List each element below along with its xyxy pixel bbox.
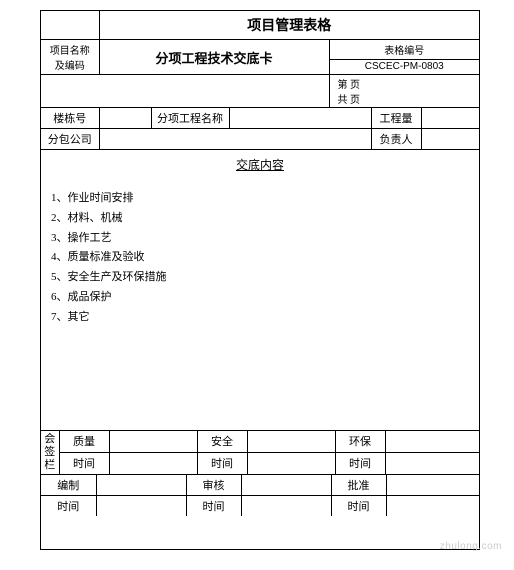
sign-env-label: 环保: [335, 431, 385, 453]
footer-time-label-3: 时间: [331, 496, 386, 517]
info-row-2: 分包公司 负责人: [41, 129, 479, 150]
header-table: 项目管理表格 项目名称及编码 分项工程技术交底卡 表格编号 CSCEC-PM-0…: [41, 11, 479, 108]
compile-value: [96, 475, 186, 496]
footer-time-value-3: [386, 496, 479, 517]
header-blank-tl: [41, 11, 99, 40]
sign-time-value-1: [109, 452, 197, 474]
sign-safety-value: [247, 431, 335, 453]
sign-time-label-2: 时间: [197, 452, 247, 474]
building-no-label: 楼栋号: [41, 108, 99, 129]
form-code: CSCEC-PM-0803: [329, 59, 479, 74]
approve-label: 批准: [331, 475, 386, 496]
sign-time-label-3: 时间: [335, 452, 385, 474]
footer-time-label-1: 时间: [41, 496, 96, 517]
quantity-value: [421, 108, 479, 129]
page-num-1: 第 页: [338, 76, 472, 91]
review-value: [241, 475, 331, 496]
page-num-2: 共 页: [338, 91, 472, 106]
subcontractor-label: 分包公司: [41, 129, 99, 150]
info-row-1: 楼栋号 分项工程名称 工程量: [41, 108, 479, 129]
sign-table: 会签栏 质量 安全 环保 时间 时间 时间: [41, 431, 479, 476]
form-code-label: 表格编号: [329, 40, 479, 60]
footer-table: 编制 审核 批准 时间 时间 时间: [41, 475, 479, 516]
main-title: 项目管理表格: [99, 11, 479, 40]
sign-quality-label: 质量: [59, 431, 109, 453]
subitem-name-label: 分项工程名称: [151, 108, 229, 129]
approve-value: [386, 475, 479, 496]
list-item: 1、作业时间安排: [51, 189, 469, 209]
sign-side-label: 会签栏: [41, 431, 59, 475]
review-label: 审核: [186, 475, 241, 496]
footer-time-label-2: 时间: [186, 496, 241, 517]
list-item: 6、成品保护: [51, 288, 469, 308]
sign-time-value-2: [247, 452, 335, 474]
sign-quality-value: [109, 431, 197, 453]
building-no-value: [99, 108, 151, 129]
list-item: 2、材料、机械: [51, 209, 469, 229]
content-heading: 交底内容: [51, 156, 469, 173]
watermark: zhulong.com: [440, 541, 502, 552]
subitem-name-value: [229, 108, 371, 129]
project-name-label: 项目名称及编码: [41, 40, 99, 75]
sign-time-value-3: [385, 452, 479, 474]
compile-label: 编制: [41, 475, 96, 496]
sign-safety-label: 安全: [197, 431, 247, 453]
project-name-value: [41, 75, 329, 108]
quantity-label: 工程量: [371, 108, 421, 129]
footer-time-value-2: [241, 496, 331, 517]
responsible-value: [421, 129, 479, 150]
list-item: 3、操作工艺: [51, 229, 469, 249]
subcontractor-value: [99, 129, 371, 150]
sign-env-value: [385, 431, 479, 453]
sub-title: 分项工程技术交底卡: [99, 40, 329, 75]
footer-time-value-1: [96, 496, 186, 517]
list-item: 4、质量标准及验收: [51, 248, 469, 268]
content-table: 交底内容 1、作业时间安排 2、材料、机械 3、操作工艺 4、质量标准及验收 5…: [41, 150, 479, 431]
list-item: 7、其它: [51, 308, 469, 328]
content-list: 1、作业时间安排 2、材料、机械 3、操作工艺 4、质量标准及验收 5、安全生产…: [51, 189, 469, 328]
page-info: 第 页 共 页: [329, 75, 479, 108]
responsible-label: 负责人: [371, 129, 421, 150]
list-item: 5、安全生产及环保措施: [51, 268, 469, 288]
form-page: 项目管理表格 项目名称及编码 分项工程技术交底卡 表格编号 CSCEC-PM-0…: [40, 10, 480, 550]
sign-time-label-1: 时间: [59, 452, 109, 474]
content-cell: 交底内容 1、作业时间安排 2、材料、机械 3、操作工艺 4、质量标准及验收 5…: [41, 150, 479, 430]
